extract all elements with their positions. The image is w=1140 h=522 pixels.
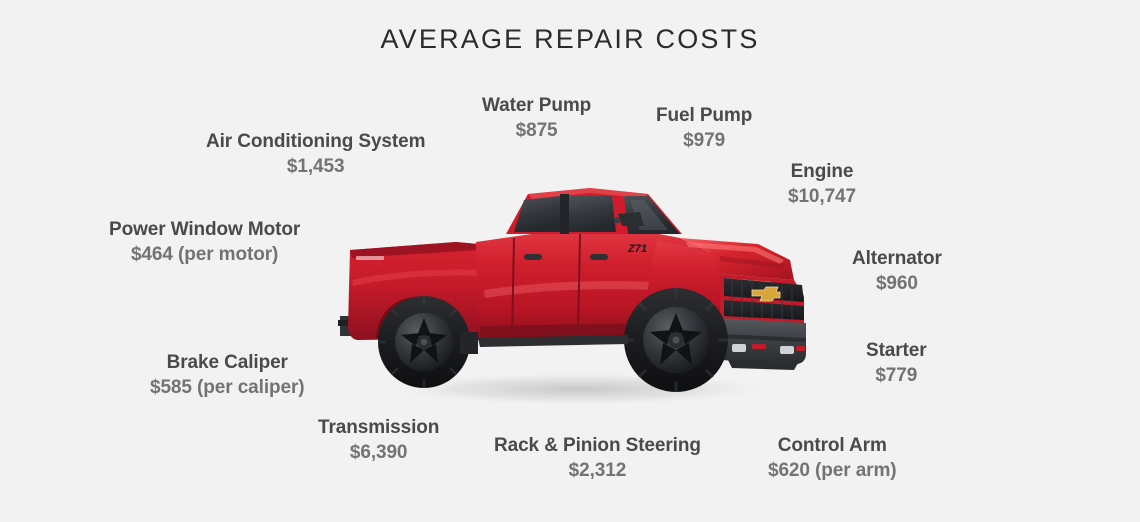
part-price-control-arm: $620 (per arm) <box>768 460 897 482</box>
part-name-transmission: Transmission <box>318 417 440 438</box>
part-price-fuel-pump: $979 <box>683 130 726 152</box>
callout-transmission: Transmission $6,390 <box>318 417 439 465</box>
running-board <box>478 335 628 347</box>
fog-light-left <box>732 344 746 352</box>
part-name-brake-caliper: Brake Caliper <box>166 352 288 373</box>
front-tire-tread <box>624 288 728 392</box>
vehicle-illustration: Z71 <box>328 168 828 418</box>
bumper-crease <box>720 334 806 342</box>
callout-brake-caliper: Brake Caliper $585 (per caliper) <box>150 352 305 400</box>
rear-door-handle <box>524 254 542 260</box>
page-title: AVERAGE REPAIR COSTS <box>380 24 760 54</box>
part-price-rack-and-pinion-steering: $2,312 <box>568 460 627 482</box>
front-rim-spokes <box>650 313 702 365</box>
callout-water-pump: Water Pump $875 <box>482 95 591 143</box>
hood-highlight <box>686 242 784 264</box>
mud-flap-rear <box>460 332 478 354</box>
hood-crease <box>720 256 784 268</box>
callout-rack-and-pinion-steering: Rack & Pinion Steering $2,312 <box>494 435 701 483</box>
grille-lower <box>724 300 804 320</box>
side-mirror <box>618 212 644 226</box>
front-door-handle <box>590 254 608 260</box>
tow-hook-right <box>796 346 805 351</box>
part-price-transmission: $6,390 <box>349 442 408 464</box>
part-name-air-conditioning-system: Air Conditioning System <box>206 131 426 152</box>
callout-starter: Starter $779 <box>866 340 927 388</box>
callout-power-window-motor: Power Window Motor $464 (per motor) <box>109 219 300 267</box>
chevrolet-bowtie-emblem <box>751 286 781 302</box>
tailgate-badge <box>356 256 384 260</box>
door-seam-front <box>577 233 581 339</box>
rear-wheel <box>378 296 470 388</box>
rear-hub-cap <box>420 338 428 346</box>
part-name-engine: Engine <box>790 161 854 182</box>
part-price-engine: $10,747 <box>788 186 856 208</box>
part-name-starter: Starter <box>866 340 927 361</box>
b-pillar <box>560 194 569 234</box>
part-name-alternator: Alternator <box>852 248 942 269</box>
mirror-arm <box>614 217 620 223</box>
part-name-fuel-pump: Fuel Pump <box>656 105 753 126</box>
skid-plate <box>728 360 798 370</box>
part-price-alternator: $960 <box>875 273 918 295</box>
rear-door-glass <box>514 196 560 232</box>
part-name-water-pump: Water Pump <box>482 95 592 116</box>
bed-crease <box>352 269 478 286</box>
z71-badge: Z71 <box>627 243 647 255</box>
callout-alternator: Alternator $960 <box>852 248 942 296</box>
callout-fuel-pump: Fuel Pump $979 <box>656 105 752 153</box>
callout-engine: Engine $10,747 <box>788 161 856 209</box>
part-price-brake-caliper: $585 (per caliper) <box>150 377 305 399</box>
tow-hook-left <box>752 344 766 349</box>
door-seam-rear <box>511 237 515 339</box>
front-wheel <box>624 288 728 392</box>
part-price-water-pump: $875 <box>515 120 558 142</box>
part-price-power-window-motor: $464 (per motor) <box>130 244 279 266</box>
part-name-rack-and-pinion-steering: Rack & Pinion Steering <box>494 435 701 456</box>
part-name-control-arm: Control Arm <box>777 435 887 456</box>
bed-rail <box>350 242 478 258</box>
part-name-power-window-motor: Power Window Motor <box>109 219 301 240</box>
fog-light-right <box>780 346 794 354</box>
callout-air-conditioning-system: Air Conditioning System $1,453 <box>206 131 425 179</box>
rear-rim-spokes <box>401 318 447 363</box>
part-price-air-conditioning-system: $1,453 <box>286 156 345 178</box>
part-price-starter: $779 <box>875 365 918 387</box>
callout-control-arm: Control Arm $620 (per arm) <box>768 435 897 483</box>
front-door-glass <box>568 196 616 232</box>
front-hub-cap <box>672 336 680 344</box>
